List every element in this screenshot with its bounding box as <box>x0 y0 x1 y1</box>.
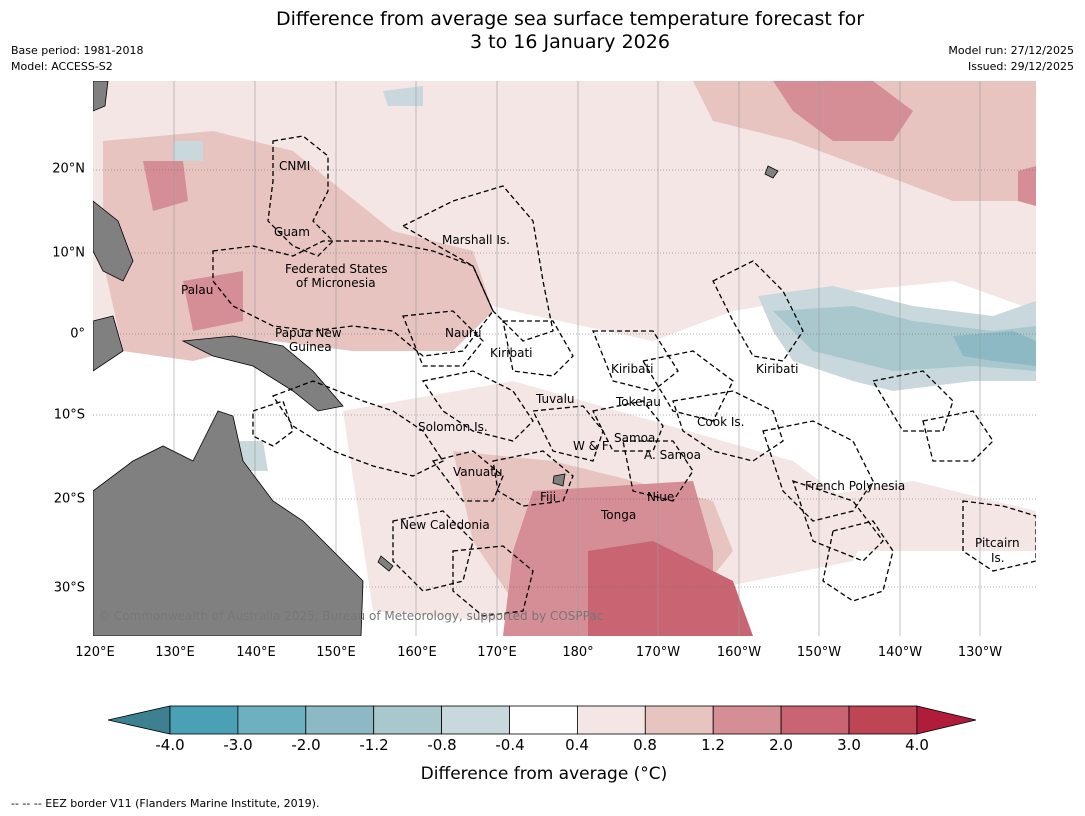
lon-tick: 170°W <box>635 645 681 660</box>
lon-tick: 140°W <box>877 645 923 660</box>
lat-tick: 20°S <box>53 491 85 507</box>
colorbar-segment <box>848 705 918 735</box>
label-kiribati-central: Kiribati <box>611 362 653 376</box>
land <box>93 81 779 636</box>
colorbar-tick: 1.2 <box>701 736 725 754</box>
colorbar-tick: -0.4 <box>495 736 525 754</box>
label-niue: Niue <box>647 490 674 504</box>
title-line-2: 3 to 16 January 2026 <box>470 31 670 53</box>
colorbar-tick: -1.2 <box>359 736 389 754</box>
label-solomon: Solomon Is. <box>418 420 488 434</box>
borneo-edge <box>93 315 124 372</box>
colorbar-segment <box>509 705 578 735</box>
label-new-caledonia: New Caledonia <box>400 518 490 532</box>
lat-tick: 20°N <box>52 161 85 177</box>
colorbar-tick: -4.0 <box>155 736 185 754</box>
label-nauru: Nauru <box>445 326 481 340</box>
colorbar-tick: 4.0 <box>905 736 929 754</box>
label-png-1: Papua New <box>275 326 342 340</box>
label-wallis-futuna: W & F <box>573 439 609 453</box>
label-marshall: Marshall Is. <box>442 233 510 247</box>
meta-right: Model run: 27/12/2025 Issued: 29/12/2025 <box>948 43 1074 75</box>
colorbar-segment <box>780 705 850 735</box>
label-guam: Guam <box>274 225 310 239</box>
lat-tick: 30°S <box>53 580 85 596</box>
label-kiribati-west: Kiribati <box>490 346 532 360</box>
label-tokelau: Tokelau <box>615 395 661 409</box>
lon-tick: 130°E <box>155 645 195 660</box>
colorbar-segment <box>712 705 782 735</box>
hawaii <box>764 165 779 179</box>
label-fiji: Fiji <box>540 490 556 504</box>
colorbar-segment <box>237 705 307 735</box>
label-kiribati-east: Kiribati <box>756 362 798 376</box>
lon-tick: 160°W <box>716 645 762 660</box>
label-cook: Cook Is. <box>697 415 744 429</box>
label-fsm-2: of Micronesia <box>296 276 376 290</box>
colorbar-tick: 0.8 <box>633 736 657 754</box>
colorbar-title: Difference from average (°C) <box>420 764 668 784</box>
label-palau: Palau <box>181 283 213 297</box>
colorbar-extend-high <box>916 705 977 735</box>
colorbar-segment <box>305 705 375 735</box>
taiwan-edge <box>93 81 109 112</box>
label-american-samoa: A. Samoa <box>644 448 701 462</box>
label-vanuatu: Vanuatu <box>453 465 503 479</box>
sst-anomaly-map: CNMI Guam Marshall Is. Federated States … <box>93 81 1036 636</box>
label-pitcairn-2: Is. <box>991 551 1005 565</box>
fiji <box>552 473 566 487</box>
anomaly-fill-strong-cool <box>953 331 1036 366</box>
label-cnmi: CNMI <box>279 159 310 173</box>
colorbar-tick: -0.8 <box>427 736 457 754</box>
label-samoa: Samoa <box>614 431 655 445</box>
chart-title: Difference from average sea surface temp… <box>0 8 1085 54</box>
label-tuvalu: Tuvalu <box>535 392 575 406</box>
colorbar-tick: 2.0 <box>769 736 793 754</box>
model-run: Model run: 27/12/2025 <box>948 44 1074 57</box>
issued-date: Issued: 29/12/2025 <box>967 60 1074 73</box>
lon-tick: 150°W <box>796 645 842 660</box>
lon-tick: 160°E <box>397 645 437 660</box>
new-guinea <box>181 335 344 412</box>
colorbar-extend-low <box>107 705 171 735</box>
philippines <box>93 200 134 282</box>
lon-tick: 140°E <box>236 645 276 660</box>
colorbar-segment <box>644 705 714 735</box>
copyright-notice: © Commonwealth of Australia 2025, Bureau… <box>98 609 604 623</box>
colorbar-segment <box>373 705 443 735</box>
colorbar-tick: -2.0 <box>291 736 321 754</box>
base-period: Base period: 1981-2018 <box>11 44 144 57</box>
label-pitcairn-1: Pitcairn <box>975 536 1020 550</box>
label-png-2: Guinea <box>289 340 332 354</box>
eez-borders <box>212 135 1036 617</box>
colorbar-tick: 0.4 <box>565 736 589 754</box>
lon-tick: 130°W <box>957 645 1003 660</box>
colorbar-tick: -3.0 <box>223 736 253 754</box>
lat-tick: 0° <box>70 326 85 342</box>
australia <box>93 410 364 636</box>
lon-tick: 120°E <box>75 645 115 660</box>
colorbar-segment <box>576 705 646 735</box>
colorbar <box>107 705 977 735</box>
lon-tick: 150°E <box>316 645 356 660</box>
anomaly-fill-very-strong-warm <box>588 541 753 636</box>
label-french-polynesia: French Polynesia <box>805 479 905 493</box>
eez-footnote: -- -- -- EEZ border V11 (Flanders Marine… <box>11 797 320 810</box>
lat-tick: 10°S <box>53 407 85 423</box>
colorbar-segment <box>441 705 510 735</box>
label-fsm-1: Federated States <box>285 262 387 276</box>
colorbar-segment <box>169 705 239 735</box>
lat-tick: 10°N <box>52 245 85 261</box>
title-line-1: Difference from average sea surface temp… <box>275 8 865 30</box>
meta-left: Base period: 1981-2018 Model: ACCESS-S2 <box>11 43 143 75</box>
lon-tick: 170°E <box>477 645 517 660</box>
model-name: Model: ACCESS-S2 <box>11 60 113 73</box>
new-caledonia <box>377 555 394 572</box>
label-tonga: Tonga <box>600 508 636 522</box>
lon-tick: 180° <box>562 645 594 660</box>
colorbar-tick: 3.0 <box>837 736 861 754</box>
